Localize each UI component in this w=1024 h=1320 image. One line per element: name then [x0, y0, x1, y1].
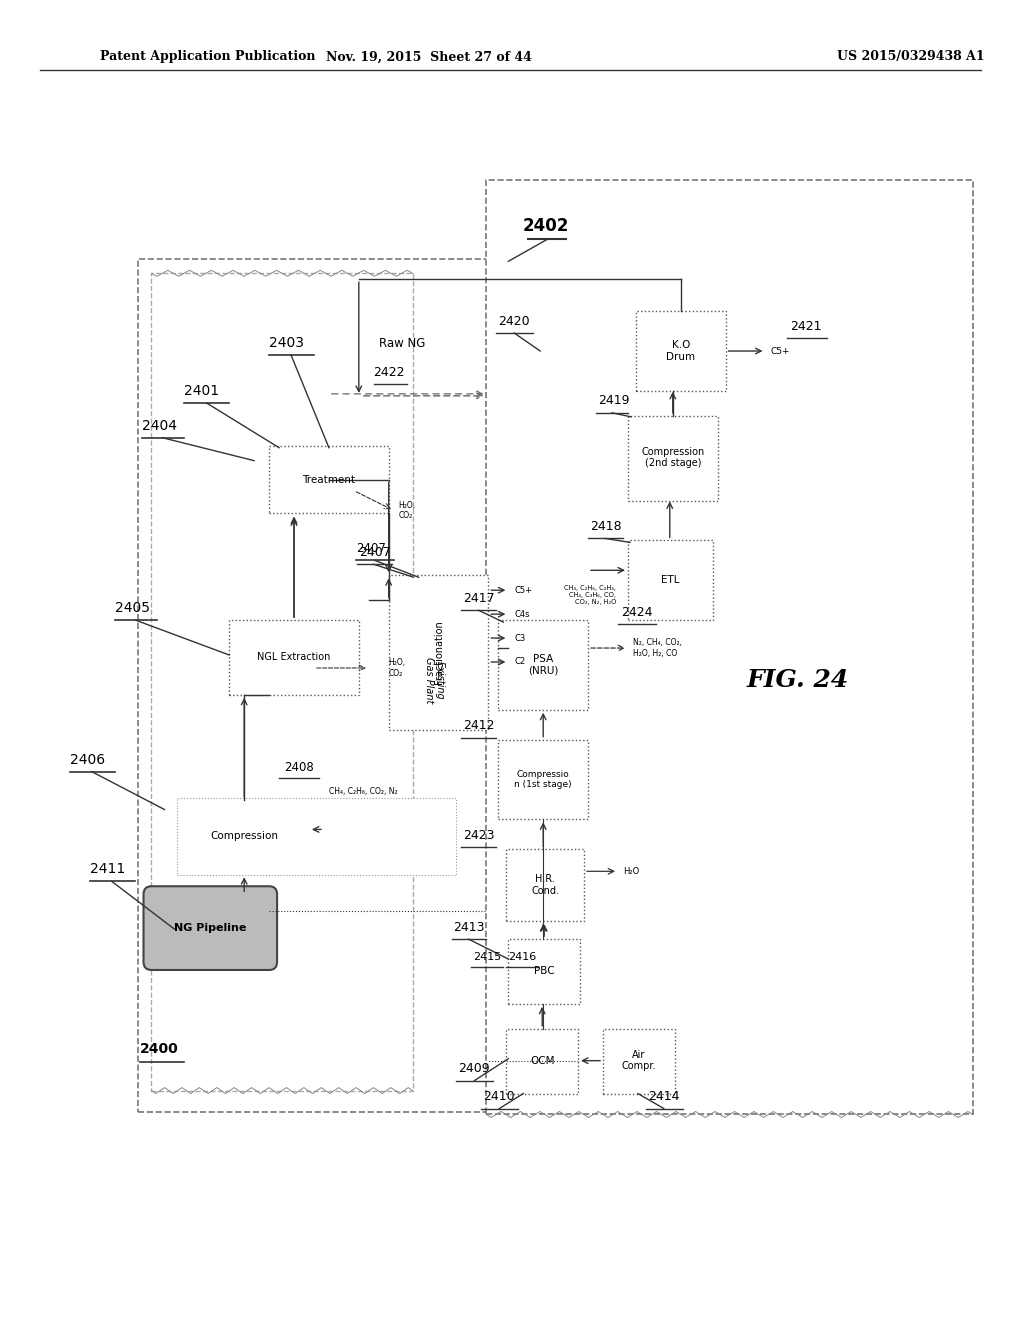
Text: Nov. 19, 2015  Sheet 27 of 44: Nov. 19, 2015 Sheet 27 of 44 — [326, 50, 531, 63]
Text: 2402: 2402 — [523, 218, 569, 235]
Text: 2403: 2403 — [269, 337, 304, 350]
Text: 2406: 2406 — [70, 752, 104, 767]
Text: NGL Extraction: NGL Extraction — [257, 652, 331, 663]
Bar — [499, 620, 588, 710]
Text: 2407: 2407 — [355, 543, 386, 554]
Text: 2409: 2409 — [459, 1063, 490, 1076]
Text: 2418: 2418 — [590, 520, 622, 533]
Text: 2413: 2413 — [454, 920, 485, 933]
Text: OCM: OCM — [530, 1056, 554, 1065]
Bar — [177, 797, 457, 875]
Text: 2415: 2415 — [473, 952, 502, 962]
Text: 2412: 2412 — [464, 719, 495, 733]
Bar — [628, 540, 713, 620]
Text: C4s: C4s — [514, 610, 529, 619]
Text: US 2015/0329438 A1: US 2015/0329438 A1 — [838, 50, 985, 63]
Text: H.R.
Cond.: H.R. Cond. — [531, 874, 559, 896]
Text: 2419: 2419 — [598, 395, 630, 408]
Bar — [269, 446, 389, 513]
Text: 2420: 2420 — [499, 314, 530, 327]
Bar — [137, 259, 488, 1111]
Text: Treatment: Treatment — [302, 475, 355, 484]
Text: Raw NG: Raw NG — [379, 337, 425, 350]
Text: ETL: ETL — [660, 576, 679, 585]
Text: H₂O,
CO₂: H₂O, CO₂ — [389, 659, 406, 677]
Text: 2421: 2421 — [791, 319, 822, 333]
Text: Compressio
n (1st stage): Compressio n (1st stage) — [514, 770, 572, 789]
Bar — [499, 739, 588, 820]
Text: Air
Compr.: Air Compr. — [622, 1049, 656, 1072]
Bar — [179, 800, 309, 874]
Text: 2417: 2417 — [464, 591, 495, 605]
Text: K.O
Drum: K.O Drum — [667, 341, 695, 362]
Text: FIG. 24: FIG. 24 — [746, 668, 849, 692]
Text: 2404: 2404 — [141, 418, 176, 433]
Text: Existing
Gas Plant: Existing Gas Plant — [424, 657, 445, 704]
Text: NG Pipeline: NG Pipeline — [174, 923, 247, 933]
Text: 2424: 2424 — [621, 606, 652, 619]
Text: CH₄, C₂H₆, C₂H₄,
CH₄, C₃H₆, CO,
CO₂, N₂, H₂O: CH₄, C₂H₆, C₂H₄, CH₄, C₃H₆, CO, CO₂, N₂,… — [564, 585, 616, 605]
Text: C5+: C5+ — [770, 347, 790, 355]
Bar — [506, 1028, 579, 1093]
Bar — [229, 620, 358, 694]
Text: 2423: 2423 — [464, 829, 495, 842]
Bar — [389, 576, 488, 730]
Bar — [152, 273, 413, 1090]
Text: 2400: 2400 — [139, 1041, 178, 1056]
Text: 2407: 2407 — [358, 546, 390, 558]
Text: PBC: PBC — [534, 966, 555, 975]
Bar — [508, 939, 580, 1003]
Text: Patent Application Publication: Patent Application Publication — [99, 50, 315, 63]
Bar — [636, 312, 726, 391]
Text: 2410: 2410 — [483, 1090, 515, 1104]
Bar — [506, 849, 584, 921]
Text: C2: C2 — [514, 657, 525, 667]
Text: 2408: 2408 — [284, 762, 313, 774]
Text: C3: C3 — [514, 634, 525, 643]
Text: PSA
(NRU): PSA (NRU) — [528, 655, 558, 676]
Text: 2414: 2414 — [648, 1090, 679, 1104]
Text: CH₄, C₂H₆, CO₂, N₂: CH₄, C₂H₆, CO₂, N₂ — [329, 787, 397, 796]
Text: N₂, CH₄, CO₂,
H₂O, H₂, CO: N₂, CH₄, CO₂, H₂O, H₂, CO — [633, 639, 682, 657]
Text: C5+: C5+ — [514, 586, 532, 595]
Text: Fractionation: Fractionation — [433, 620, 443, 684]
Text: 2401: 2401 — [184, 384, 219, 397]
Bar — [628, 416, 718, 500]
Text: Compression: Compression — [210, 832, 279, 841]
Text: H₂O: H₂O — [623, 867, 639, 875]
Text: 2422: 2422 — [373, 367, 404, 379]
Text: Compression
(2nd stage): Compression (2nd stage) — [641, 447, 705, 469]
Bar — [486, 180, 973, 1114]
Text: 2405: 2405 — [115, 601, 150, 615]
Text: 2411: 2411 — [90, 862, 125, 876]
Bar — [603, 1028, 675, 1093]
FancyBboxPatch shape — [143, 886, 278, 970]
Text: 2416: 2416 — [508, 952, 537, 962]
Text: H₂O,
CO₂: H₂O, CO₂ — [398, 500, 416, 520]
